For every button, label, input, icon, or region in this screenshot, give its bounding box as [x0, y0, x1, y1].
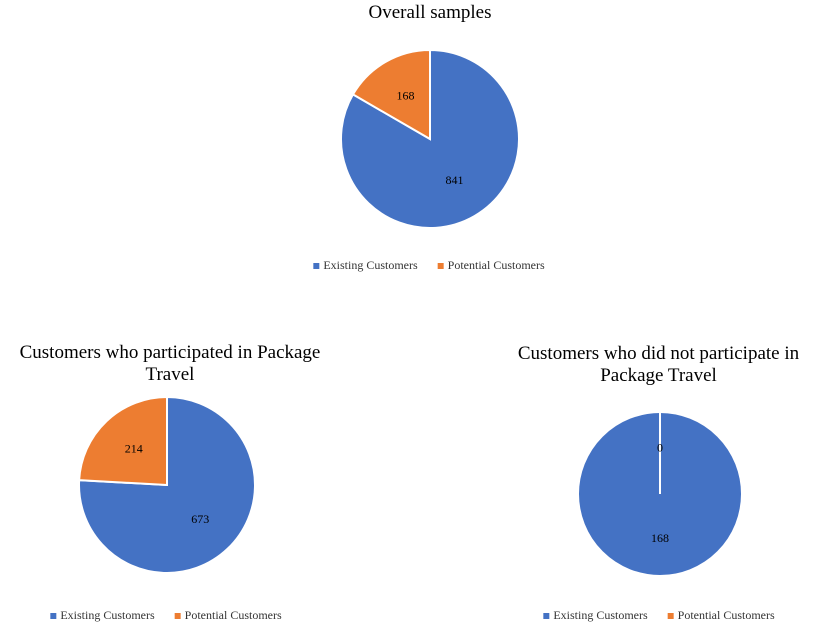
value-label: 214 [125, 442, 143, 456]
legend-swatch [313, 263, 320, 269]
legend-label: Existing Customers [60, 608, 155, 622]
legend-label: Potential Customers [185, 608, 282, 622]
value-label: 168 [397, 88, 415, 102]
legend-label: Potential Customers [678, 608, 775, 622]
legend-swatch [667, 613, 674, 619]
legend-swatch [174, 613, 181, 619]
value-label: 841 [445, 173, 463, 187]
value-label: 168 [651, 531, 669, 545]
legend-label: Existing Customers [323, 258, 418, 272]
pie-slice [78, 395, 168, 487]
legend-label: Potential Customers [448, 258, 545, 272]
chart-title: Customers who did not participate in Pac… [517, 343, 800, 386]
legend-swatch [50, 613, 57, 619]
chart-title: Customers who participated in Package Tr… [19, 342, 321, 385]
legend-label: Existing Customers [553, 608, 648, 622]
legend-swatch [437, 263, 444, 269]
value-label: 0 [657, 441, 663, 455]
pie-slice [351, 48, 431, 141]
legend-swatch [543, 613, 550, 619]
chart-title: Overall samples [368, 2, 492, 23]
value-label: 673 [191, 512, 209, 526]
